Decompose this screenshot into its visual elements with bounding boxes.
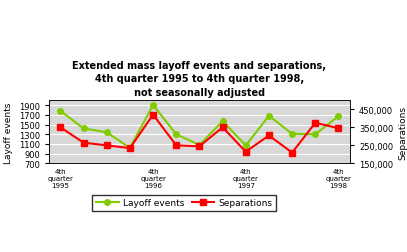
Separations <box>127 147 132 150</box>
Separations <box>267 134 271 137</box>
Layoff events <box>81 128 86 131</box>
Layoff events <box>313 133 318 136</box>
Y-axis label: Layoff events: Layoff events <box>4 102 13 163</box>
Layoff events <box>336 115 341 118</box>
Layoff events <box>127 147 132 150</box>
Separations <box>174 144 179 147</box>
Separations <box>336 127 341 130</box>
Line: Separations: Separations <box>58 112 341 156</box>
Layoff events <box>197 144 202 147</box>
Layoff events <box>267 115 271 118</box>
Separations <box>197 145 202 148</box>
Layoff events <box>58 110 63 113</box>
Separations <box>243 151 248 154</box>
Line: Layoff events: Layoff events <box>58 103 341 151</box>
Y-axis label: Separations: Separations <box>399 105 407 159</box>
Layoff events <box>243 144 248 147</box>
Layoff events <box>220 120 225 123</box>
Layoff events <box>151 104 155 107</box>
Title: Extended mass layoff events and separations,
4th quarter 1995 to 4th quarter 199: Extended mass layoff events and separati… <box>72 61 326 97</box>
Separations <box>151 114 155 117</box>
Separations <box>104 144 109 147</box>
Separations <box>290 151 295 154</box>
Separations <box>81 142 86 145</box>
Separations <box>58 126 63 129</box>
Separations <box>313 122 318 125</box>
Layoff events <box>104 131 109 134</box>
Separations <box>220 126 225 129</box>
Layoff events <box>174 133 179 136</box>
Legend: Layoff events, Separations: Layoff events, Separations <box>92 195 276 211</box>
Layoff events <box>290 133 295 136</box>
